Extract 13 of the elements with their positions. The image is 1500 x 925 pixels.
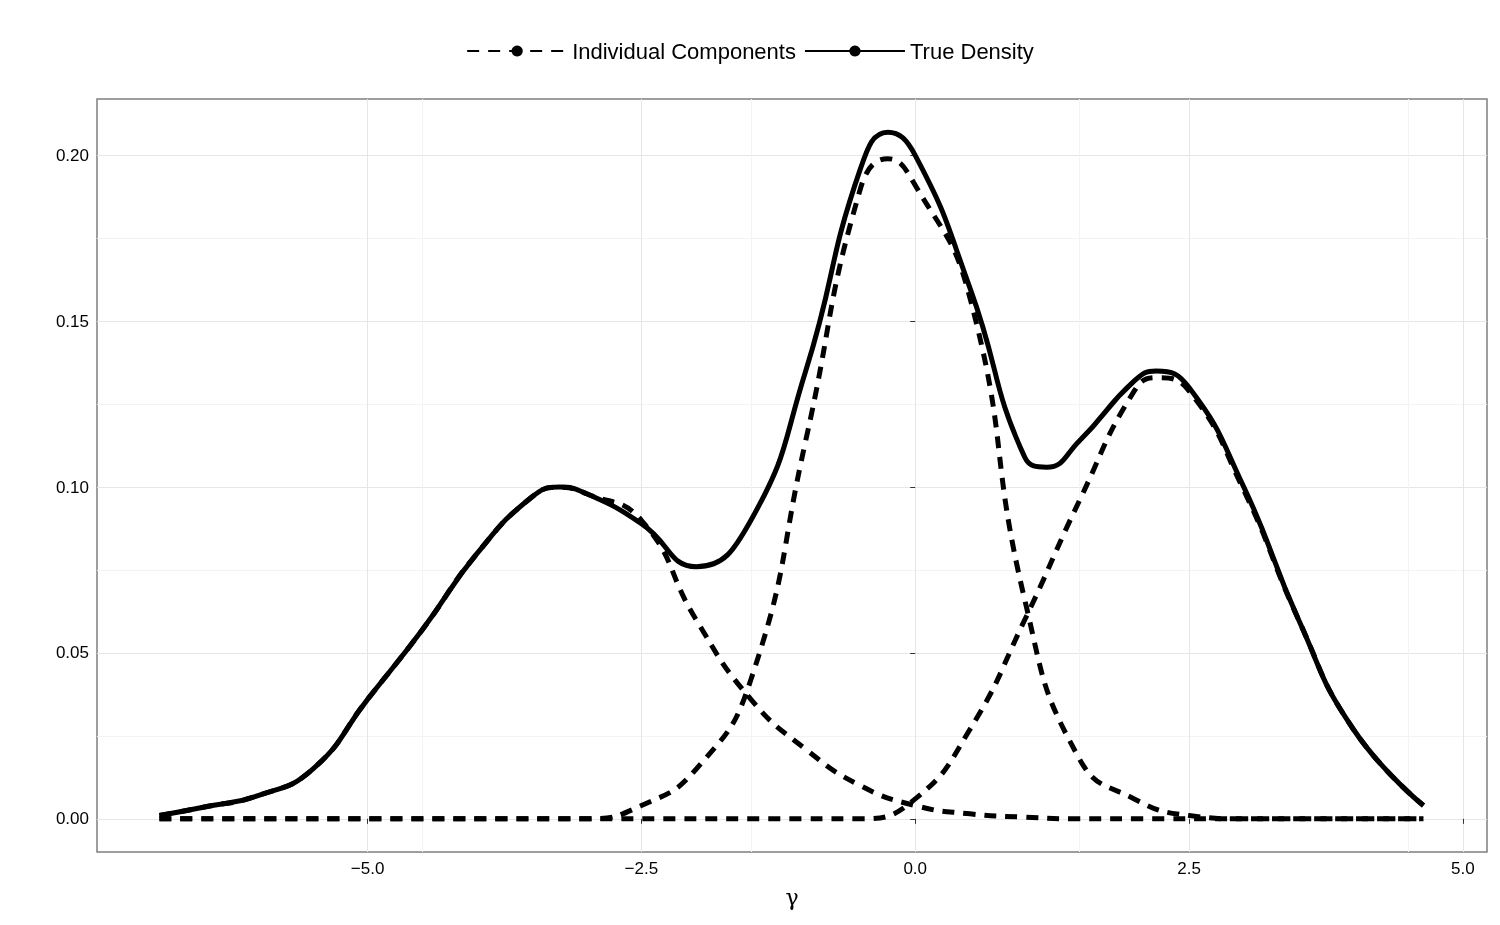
legend-label: Individual Components bbox=[572, 38, 796, 64]
y-tick-label: 0.05 bbox=[55, 643, 89, 663]
x-axis-title: γ bbox=[785, 884, 799, 910]
x-tick-label: 5.0 bbox=[1451, 859, 1475, 878]
y-tick-label: 0.10 bbox=[55, 477, 89, 497]
x-tick-label: −5.0 bbox=[350, 859, 385, 878]
x-tick-label: 2.5 bbox=[1177, 859, 1201, 878]
x-tick-label: −2.5 bbox=[624, 859, 659, 878]
legend-label: True Density bbox=[909, 38, 1034, 64]
y-tick-label: 0.00 bbox=[55, 809, 89, 829]
x-tick-label: 0.0 bbox=[903, 859, 928, 878]
y-tick-label: 0.20 bbox=[55, 145, 89, 165]
y-tick-label: 0.15 bbox=[55, 311, 89, 331]
